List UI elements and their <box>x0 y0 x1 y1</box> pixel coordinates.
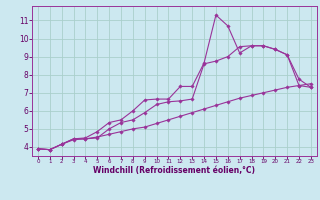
X-axis label: Windchill (Refroidissement éolien,°C): Windchill (Refroidissement éolien,°C) <box>93 166 255 175</box>
